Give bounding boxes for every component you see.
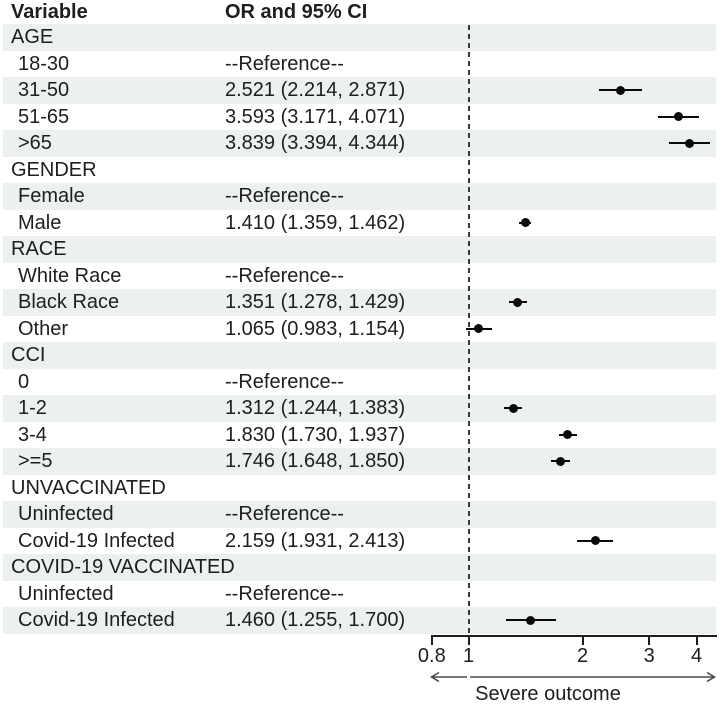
table-row: 31-50 2.521 (2.214, 2.871) xyxy=(3,77,716,104)
table-header-row: Variable OR and 95% CI xyxy=(3,0,716,24)
row-label: GENDER xyxy=(11,158,97,181)
or-point-marker xyxy=(508,403,518,413)
table-row: 51-65 3.593 (3.171, 4.071) xyxy=(3,104,716,131)
table-row: Uninfected --Reference-- xyxy=(3,501,716,528)
row-estimate: 2.521 (2.214, 2.871) xyxy=(225,79,406,101)
group-row: GENDER xyxy=(3,157,716,184)
axis-tick-label: 1 xyxy=(462,645,475,667)
or-point-marker xyxy=(616,85,626,95)
axis-tick xyxy=(695,635,698,645)
table-row: Uninfected --Reference-- xyxy=(3,581,716,608)
row-label: Uninfected xyxy=(18,582,114,605)
or-point-marker xyxy=(513,297,523,307)
row-reference: --Reference-- xyxy=(225,582,344,605)
row-label: 0 xyxy=(18,370,30,393)
or-point-marker xyxy=(685,138,695,148)
axis-tick xyxy=(467,635,470,645)
row-label: CCI xyxy=(11,344,46,366)
axis-tick xyxy=(430,635,433,645)
table-row: Female --Reference-- xyxy=(3,183,716,210)
table-body: AGE 18-30 --Reference-- 31-50 2.521 (2.214, … xyxy=(3,24,716,634)
table-row: 1-2 1.312 (1.244, 1.383) xyxy=(3,395,716,422)
table-row: White Race --Reference-- xyxy=(3,263,716,290)
axis-tick-label: 0.8 xyxy=(417,645,446,667)
row-label: Uninfected xyxy=(18,503,114,525)
table-row: >=5 1.746 (1.648, 1.850) xyxy=(3,448,716,475)
table-row: Covid-19 Infected 2.159 (1.931, 2.413) xyxy=(3,528,716,555)
table-row: 18-30 --Reference-- xyxy=(3,51,716,78)
axis-tick-label: 3 xyxy=(643,645,655,667)
column-header-variable: Variable xyxy=(11,1,88,23)
row-label: COVID-19 VACCINATED xyxy=(11,556,235,578)
row-label: Black Race xyxy=(18,291,120,313)
or-point-marker xyxy=(590,536,600,546)
group-row: UNVACCINATED xyxy=(3,475,716,502)
row-label: Covid-19 Infected xyxy=(18,529,175,552)
axis-tick-label: 2 xyxy=(576,645,589,667)
row-label: Other xyxy=(18,317,69,340)
or-point-marker xyxy=(520,218,530,228)
row-label: 3-4 xyxy=(18,423,47,446)
table-row: >65 3.839 (3.394, 4.344) xyxy=(3,130,716,157)
x-axis-label: Severe outcome xyxy=(475,683,621,705)
table-row: 0 --Reference-- xyxy=(3,369,716,396)
row-estimate: 1.351 (1.278, 1.429) xyxy=(225,291,406,313)
row-estimate: 1.312 (1.244, 1.383) xyxy=(225,397,406,419)
row-reference: --Reference-- xyxy=(225,264,344,287)
row-estimate: 3.839 (3.394, 4.344) xyxy=(225,132,406,154)
row-reference: --Reference-- xyxy=(225,52,344,75)
group-row: COVID-19 VACCINATED xyxy=(3,554,716,581)
table-row: Male 1.410 (1.359, 1.462) xyxy=(3,210,716,237)
table-row: Covid-19 Infected 1.460 (1.255, 1.700) xyxy=(3,607,716,634)
group-row: AGE xyxy=(3,24,716,51)
axis-tick-label: 4 xyxy=(690,645,703,667)
row-reference: --Reference-- xyxy=(225,370,344,393)
row-label: 1-2 xyxy=(18,397,47,419)
row-label: Covid-19 Infected xyxy=(18,609,175,631)
row-estimate: 1.410 (1.359, 1.462) xyxy=(225,211,406,234)
row-reference: --Reference-- xyxy=(225,503,344,525)
row-label: White Race xyxy=(18,264,122,287)
x-axis-line xyxy=(431,635,717,637)
row-label: 18-30 xyxy=(18,52,70,75)
table-row: Black Race 1.351 (1.278, 1.429) xyxy=(3,289,716,316)
right-arrow-icon xyxy=(470,671,717,683)
or-point-marker xyxy=(474,324,484,334)
left-arrow-icon xyxy=(429,671,467,683)
row-label: UNVACCINATED xyxy=(11,476,166,499)
or-point-marker xyxy=(555,456,565,466)
row-reference: --Reference-- xyxy=(225,185,344,207)
row-estimate: 1.460 (1.255, 1.700) xyxy=(225,609,406,631)
or-point-marker xyxy=(563,430,573,440)
or-point-marker xyxy=(674,112,684,122)
row-label: >=5 xyxy=(18,450,53,472)
axis-tick xyxy=(581,635,584,645)
row-label: AGE xyxy=(11,26,54,48)
axis-tick xyxy=(648,635,651,645)
table-row: 3-4 1.830 (1.730, 1.937) xyxy=(3,422,716,449)
row-label: Female xyxy=(18,185,85,207)
row-label: >65 xyxy=(18,132,52,154)
row-estimate: 1.065 (0.983, 1.154) xyxy=(225,317,406,340)
row-label: RACE xyxy=(11,238,67,260)
row-estimate: 3.593 (3.171, 4.071) xyxy=(225,105,406,128)
group-row: CCI xyxy=(3,342,716,369)
or-point-marker xyxy=(526,615,536,625)
column-header-or-ci: OR and 95% CI xyxy=(225,1,368,23)
table-row: Other 1.065 (0.983, 1.154) xyxy=(3,316,716,343)
row-label: Male xyxy=(18,211,62,234)
row-label: 31-50 xyxy=(18,79,70,101)
reference-line xyxy=(467,25,470,635)
row-estimate: 1.830 (1.730, 1.937) xyxy=(225,423,406,446)
row-estimate: 1.746 (1.648, 1.850) xyxy=(225,450,406,472)
group-row: RACE xyxy=(3,236,716,263)
row-label: 51-65 xyxy=(18,105,70,128)
row-estimate: 2.159 (1.931, 2.413) xyxy=(225,529,406,552)
